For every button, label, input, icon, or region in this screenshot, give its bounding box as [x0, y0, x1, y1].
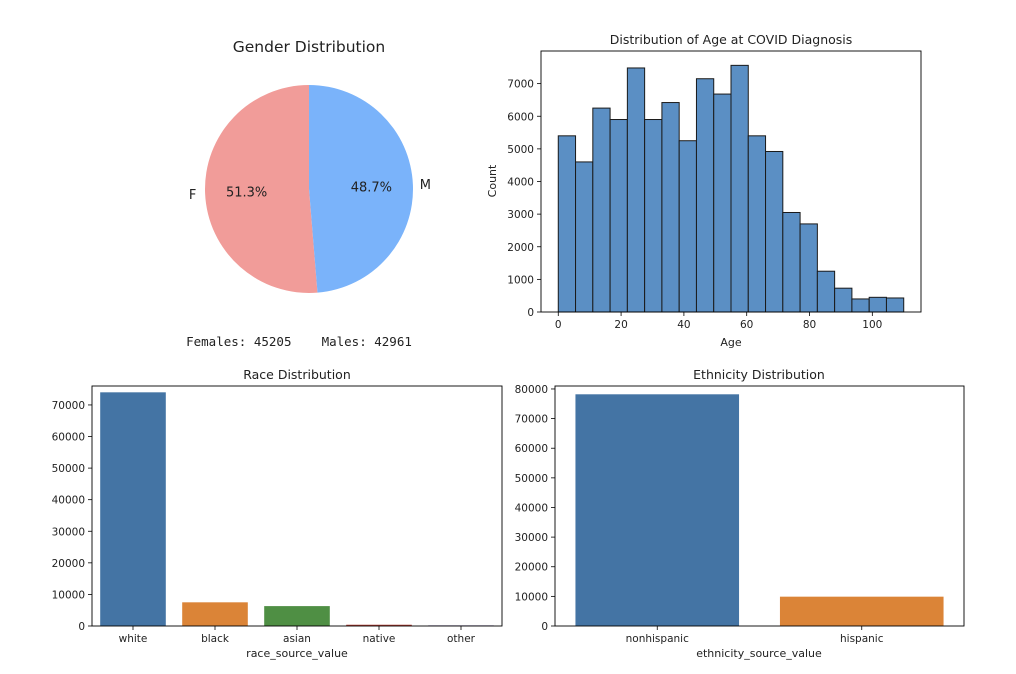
ethnicity-x-axis-label: ethnicity_source_value	[696, 647, 822, 660]
histogram-bar	[626, 67, 646, 313]
age-y-axis-label: Count	[486, 164, 499, 197]
histogram-bar	[713, 93, 732, 313]
age-x-tick-label: 20	[614, 319, 627, 331]
age-x-tick-label: 60	[740, 319, 753, 331]
ethnicity-x-tick-label: hispanic	[840, 633, 884, 645]
race-x-tick-label: white	[119, 633, 148, 645]
histogram-bar	[885, 297, 905, 313]
age-y-tick-label: 4000	[507, 177, 534, 189]
race-y-tick-label: 20000	[52, 558, 85, 570]
histogram-bar	[816, 270, 836, 313]
age-x-tick-label: 0	[555, 319, 562, 331]
race-bar-white	[100, 392, 166, 626]
ethnicity-y-tick-label: 80000	[515, 384, 548, 396]
ethnicity-y-tick-label: 60000	[515, 443, 548, 455]
histogram-bar	[868, 296, 887, 313]
gender-counts-text: Females: 45205 Males: 42961	[186, 334, 412, 349]
ethnicity-y-tick-label: 40000	[515, 502, 548, 514]
age-histogram: Distribution of Age at COVID Diagnosis A…	[486, 32, 922, 349]
histogram-bar	[609, 119, 628, 313]
pie-pct-label-F: 51.3%	[226, 186, 267, 201]
ethnicity-plot-frame	[554, 385, 965, 627]
ethnicity-y-tick-label: 20000	[515, 562, 548, 574]
race-y-tick-label: 60000	[52, 432, 85, 444]
race-bar-chart: Race Distribution race_source_value whit…	[52, 367, 503, 660]
histogram-bar	[592, 107, 611, 313]
histogram-bar	[851, 298, 870, 313]
histogram-bar	[575, 161, 594, 313]
histogram-bar	[730, 64, 749, 313]
pie-slice-F	[205, 85, 318, 293]
race-x-tick-label: other	[447, 633, 476, 645]
ethnicity-bar-chart: Ethnicity Distribution ethnicity_source_…	[515, 367, 965, 660]
histogram-bar	[695, 78, 715, 313]
ethnicity-x-tick-label: nonhispanic	[626, 633, 689, 645]
race-plot-frame	[91, 385, 503, 627]
race-chart-title: Race Distribution	[243, 367, 351, 382]
gender-chart-title: Gender Distribution	[233, 38, 385, 56]
age-chart-title: Distribution of Age at COVID Diagnosis	[610, 32, 853, 47]
ethnicity-bar-nonhispanic	[575, 394, 740, 626]
histogram-bar	[782, 211, 801, 313]
histogram-bar	[834, 287, 853, 313]
ethnicity-bar-hispanic	[779, 596, 944, 626]
race-bar-asian	[264, 606, 330, 626]
age-y-tick-label: 3000	[507, 209, 534, 221]
ethnicity-chart-title: Ethnicity Distribution	[693, 367, 825, 382]
race-y-tick-label: 10000	[52, 589, 85, 601]
histogram-bar	[557, 135, 577, 313]
age-x-tick-label: 40	[677, 319, 690, 331]
race-y-tick-label: 0	[78, 621, 85, 633]
race-y-tick-label: 30000	[52, 526, 85, 538]
ethnicity-y-tick-label: 30000	[515, 532, 548, 544]
age-y-tick-label: 7000	[507, 79, 534, 91]
age-y-tick-label: 5000	[507, 144, 534, 156]
ethnicity-y-tick-label: 70000	[515, 414, 548, 426]
histogram-bar	[799, 223, 818, 313]
race-bar-native	[346, 624, 412, 626]
age-y-tick-label: 2000	[507, 242, 534, 254]
gender-pie-chart: Gender Distribution Females: 45205 Males…	[186, 38, 431, 349]
ethnicity-y-tick-label: 0	[541, 621, 548, 633]
histogram-bar	[747, 135, 767, 313]
age-y-tick-label: 0	[527, 307, 534, 319]
age-x-tick-label: 80	[803, 319, 816, 331]
age-x-tick-label: 100	[862, 319, 882, 331]
pie-pct-label-M: 48.7%	[351, 180, 392, 195]
race-x-axis-label: race_source_value	[246, 647, 348, 660]
race-y-tick-label: 50000	[52, 463, 85, 475]
pie-label-M: M	[420, 178, 431, 193]
age-x-axis-label: Age	[720, 336, 742, 349]
age-y-tick-label: 6000	[507, 111, 534, 123]
race-y-tick-label: 70000	[52, 400, 85, 412]
race-x-tick-label: native	[363, 633, 396, 645]
histogram-bar	[678, 140, 697, 313]
age-y-tick-label: 1000	[507, 274, 534, 286]
histogram-bar	[644, 119, 663, 313]
race-bar-black	[182, 602, 248, 626]
ethnicity-y-tick-label: 50000	[515, 473, 548, 485]
race-y-tick-label: 40000	[52, 495, 85, 507]
pie-slice-M	[309, 85, 414, 293]
ethnicity-y-tick-label: 10000	[515, 591, 548, 603]
pie-label-F: F	[189, 188, 196, 203]
race-x-tick-label: asian	[283, 633, 311, 645]
histogram-bar	[661, 102, 680, 313]
histogram-bar	[765, 150, 784, 313]
race-x-tick-label: black	[201, 633, 230, 645]
